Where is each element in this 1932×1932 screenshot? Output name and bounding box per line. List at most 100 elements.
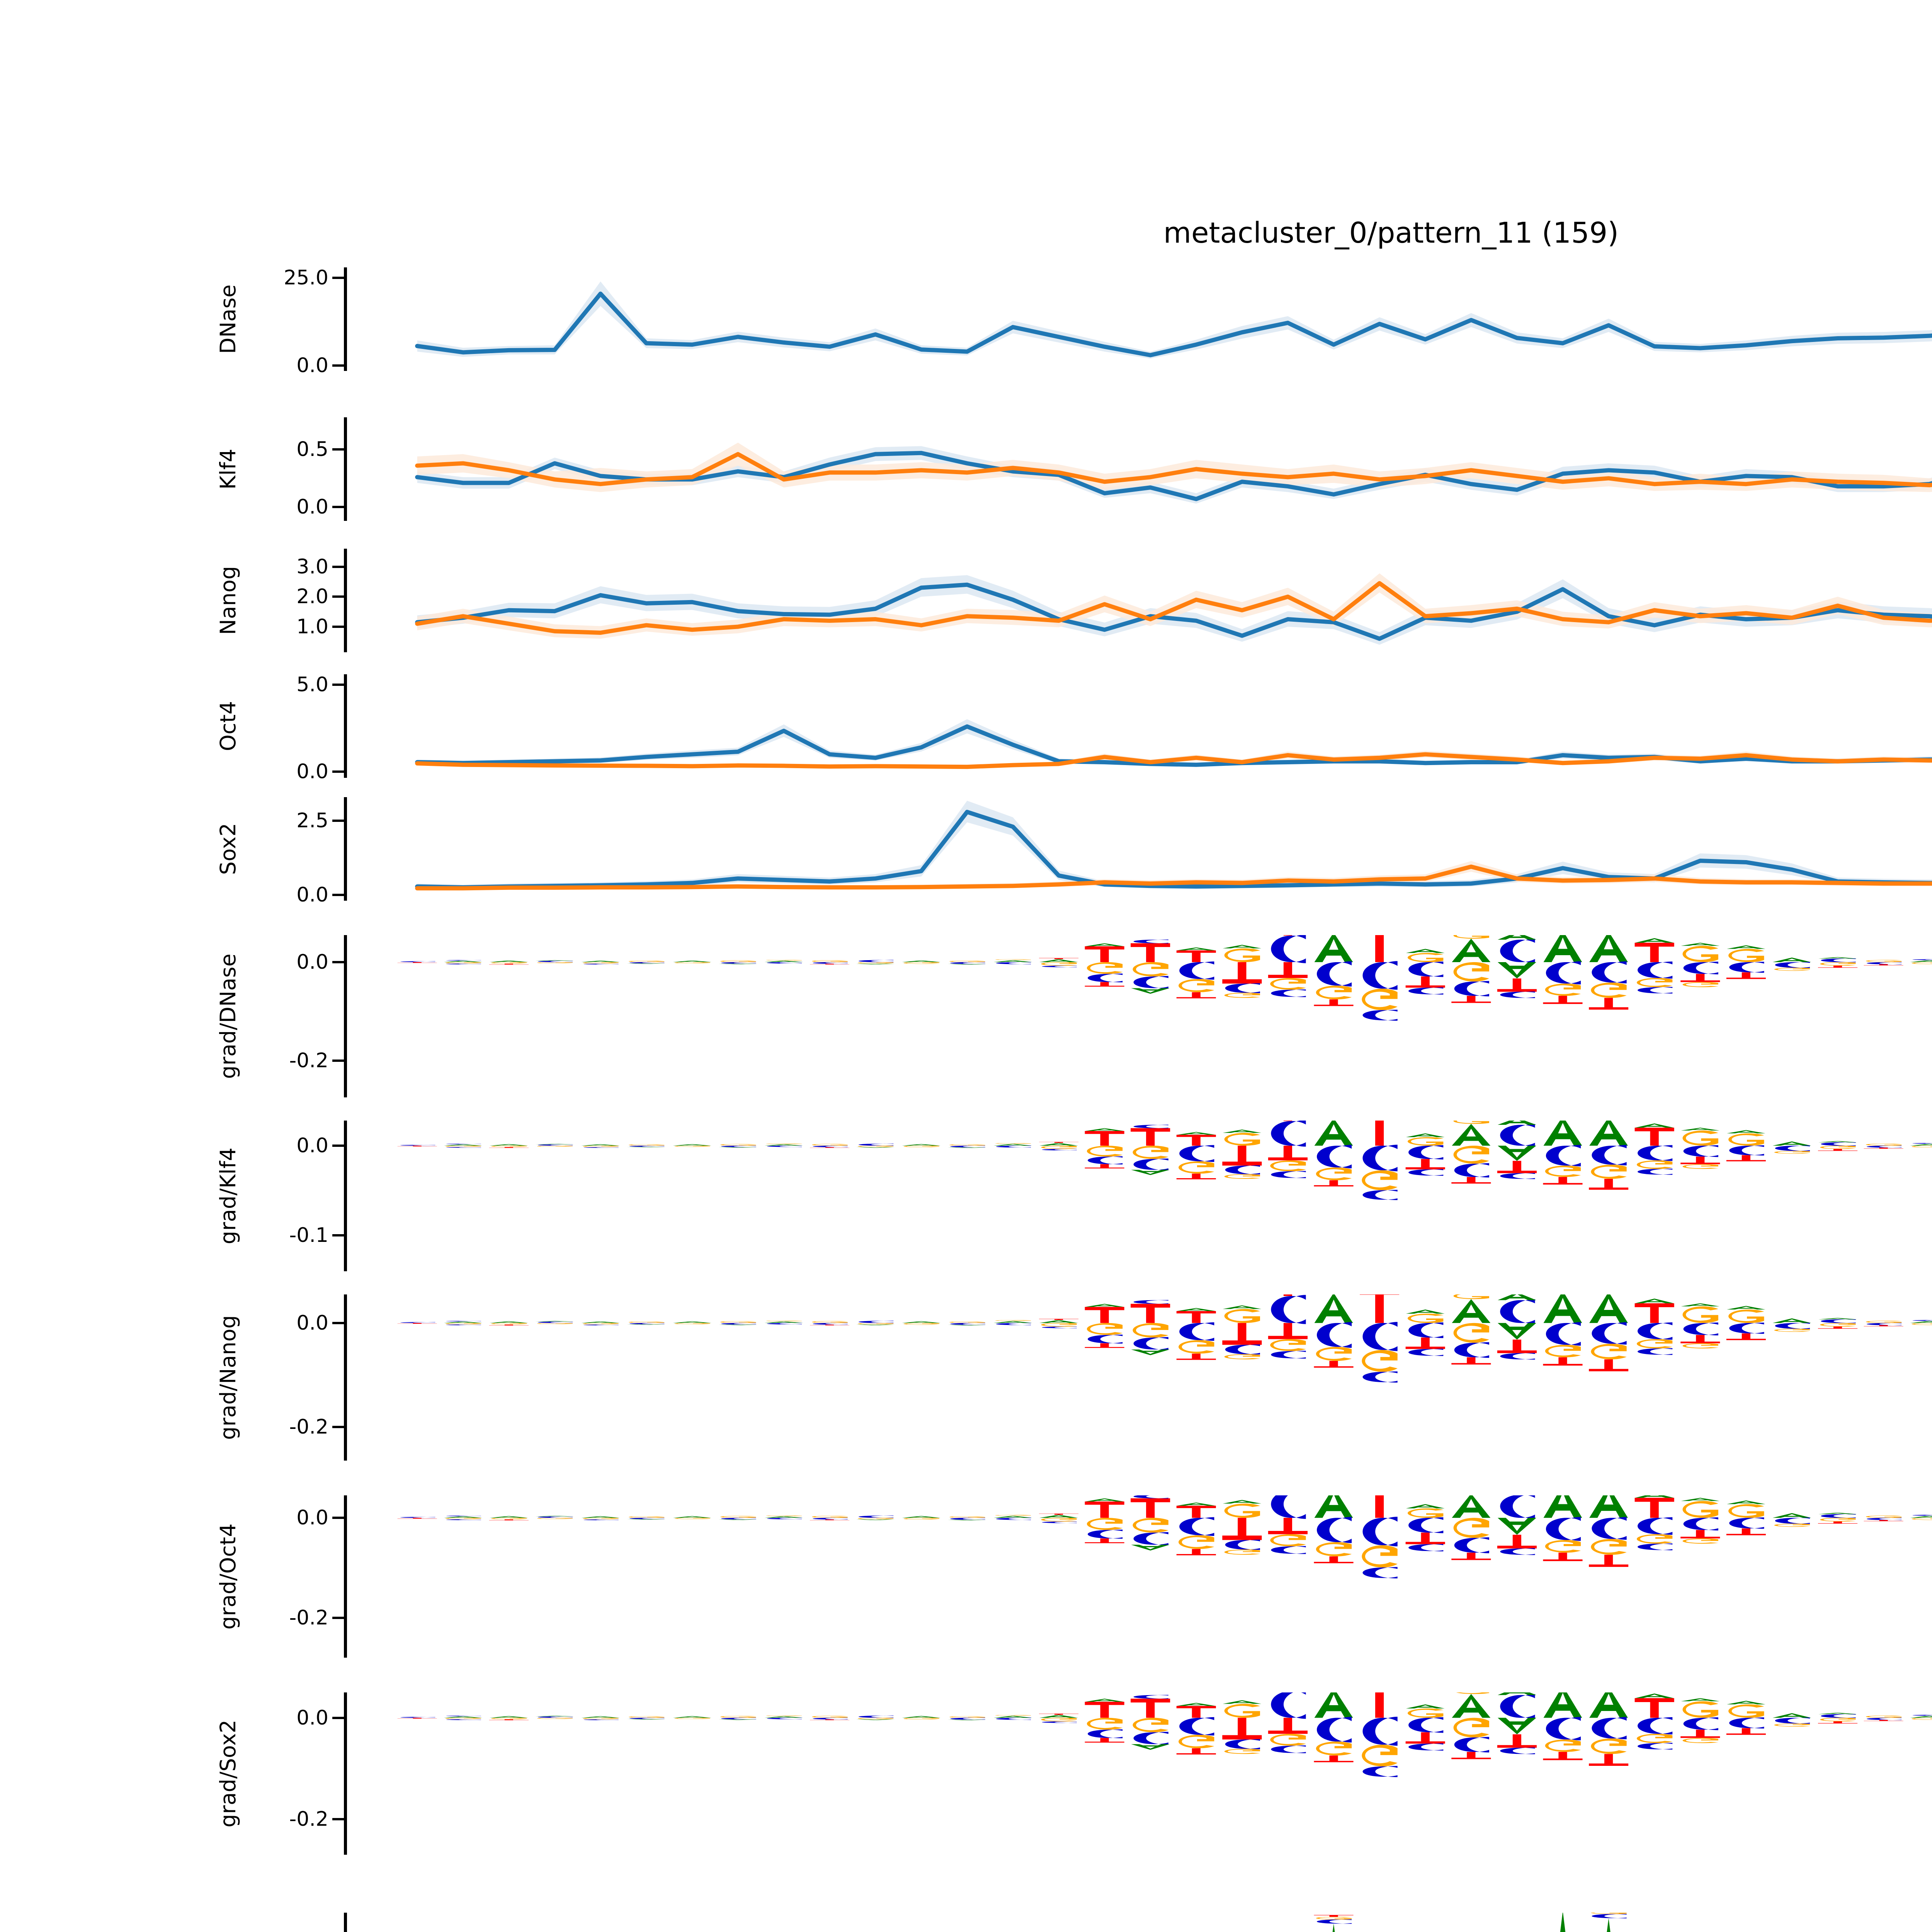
logo-letter-T (1405, 976, 1445, 988)
logo-letter-G (1820, 1146, 1856, 1149)
panel-sox2: 0.0 2.5 Sox2 (216, 797, 1932, 906)
logo-letter-C (1638, 1145, 1673, 1161)
logo-letter-G (1087, 1518, 1123, 1530)
logo-letter-G (720, 960, 756, 962)
logo-letter-A (1726, 1130, 1765, 1134)
logo-letter-G (1682, 982, 1718, 987)
logo-letter-C (583, 1719, 619, 1720)
logo-letter-G (720, 1144, 756, 1146)
logo-letter-C (1408, 987, 1444, 995)
confidence-band-sox2-orange (417, 861, 1932, 890)
logo-letter-A (673, 1716, 712, 1718)
logo-letter-T (1543, 1357, 1583, 1366)
logo-letter-G (1224, 993, 1260, 998)
logo-letter-C (1592, 1914, 1627, 1918)
logo-letter-T (1405, 1159, 1445, 1170)
logo-letter-T (1818, 966, 1858, 968)
logo-letter-A (535, 1515, 574, 1517)
logo-letter-G (1407, 1508, 1444, 1518)
logo-letter-G (1270, 1160, 1306, 1172)
axis-title-sox2: Sox2 (216, 823, 240, 875)
logo-letter-A (1223, 1129, 1262, 1133)
logo-letter-G (1133, 1518, 1168, 1533)
confidence-band-klf4-orange (417, 442, 1932, 492)
logo-letter-C (1546, 961, 1581, 985)
y-tick (332, 684, 344, 686)
logo-letter-A (581, 960, 620, 962)
logo-letter-G (1545, 1165, 1581, 1177)
logo-letter-C (1683, 961, 1718, 975)
logo-letter-T (1176, 1706, 1216, 1718)
logo-letter-A (1223, 1700, 1262, 1704)
panel-grad-sox2: -0.2 0.0 grad/Sox2 (216, 1692, 1932, 1855)
logo-letter-G (583, 1718, 619, 1719)
logo-letter-A (1635, 938, 1674, 943)
logo-letter-C (1638, 1543, 1673, 1551)
logo-letter-T (1680, 1730, 1720, 1738)
logo-letter-T (1314, 1915, 1354, 1917)
logo-letter-C (859, 1321, 894, 1323)
logo-letter-C (629, 1145, 665, 1147)
logo-letter-C (1729, 1517, 1764, 1529)
y-tick (332, 1517, 344, 1519)
logo-letter-C (1133, 1731, 1168, 1745)
logo-letter-C (537, 1516, 573, 1518)
y-tick (332, 1059, 344, 1062)
panel-grad-dnase: -0.2 0.0 grad/DNase (216, 935, 1932, 1097)
logo-letter-A (718, 1519, 757, 1520)
logo-letter-A (856, 1719, 895, 1720)
logo-letter-A (764, 1321, 803, 1323)
logo-letter-C (1408, 1544, 1444, 1551)
logo-letter-G (1636, 1734, 1673, 1743)
logo-letter-T (1314, 1556, 1354, 1563)
logo-letter-G (1407, 1137, 1444, 1146)
logo-letter-C (1408, 1145, 1444, 1160)
logo-letter-C (1454, 981, 1489, 997)
logo-letter-T (1680, 974, 1720, 982)
logo-letter-T (1451, 1553, 1491, 1560)
logo-letter-A (444, 1516, 483, 1518)
logo-letter-A (1332, 1923, 1335, 1932)
logo-letter-G (1820, 1718, 1856, 1721)
logo-letter-G (1316, 1917, 1352, 1920)
logo-letter-C (950, 1517, 985, 1520)
panel-grad-klf4: -0.1 0.0 grad/Klf4 (216, 1121, 1932, 1271)
logo-letter-T (1451, 996, 1491, 1003)
logo-letter-A (627, 1519, 666, 1520)
logo-letter-C (1638, 1717, 1673, 1735)
logo-letter-G (766, 1143, 802, 1145)
logo-letter-G (766, 959, 802, 961)
logo-letter-C (1225, 1739, 1260, 1749)
y-tick-label: 0.0 (296, 1311, 328, 1335)
logo-letter-C (1821, 1514, 1856, 1518)
logo-letter-G (1270, 1734, 1306, 1746)
logo-letter-C (1821, 958, 1856, 963)
logo-letter-C (1316, 1517, 1352, 1543)
logo-letter-G (674, 962, 710, 964)
logo-letter-C (1500, 1548, 1535, 1555)
logo-letter-C (1408, 1517, 1444, 1533)
logo-letter-A (1543, 1121, 1582, 1146)
logo-letter-T (397, 1323, 437, 1324)
logo-letter-C (583, 1519, 619, 1520)
logo-letter-G (1407, 1708, 1444, 1718)
panel-nanog: 1.0 2.0 3.0 Nanog (216, 549, 1932, 652)
logo-letter-T (1543, 1553, 1583, 1561)
logo-letter-A (1681, 1498, 1720, 1501)
logo-letter-G (1774, 1151, 1810, 1154)
logo-letter-T (397, 1718, 437, 1719)
logo-letter-C (1638, 1743, 1673, 1750)
logo-letter-G (995, 1515, 1031, 1516)
logo-letter-T (1039, 1713, 1079, 1715)
logo-letter-T (1375, 1121, 1384, 1146)
logo-letter-G (1087, 962, 1123, 974)
logo-letter-T (1039, 1514, 1079, 1515)
series-line-sox2-blue (415, 810, 1932, 890)
logo-letter-A (1497, 1121, 1536, 1125)
logo-letter-C (1133, 1124, 1168, 1128)
logo-letter-G (766, 1715, 802, 1716)
logo-letter-T (1085, 1501, 1124, 1518)
logo-letter-A (1452, 1495, 1491, 1518)
logo-letter-A (1406, 1704, 1445, 1709)
logo-letter-C (1913, 1714, 1932, 1716)
